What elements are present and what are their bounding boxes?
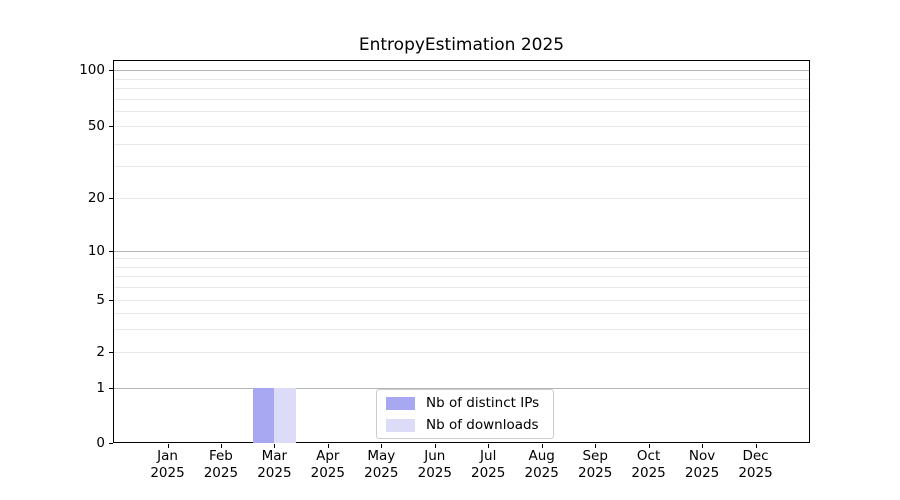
- major-gridline-10: [114, 251, 809, 252]
- x-tick-label-mar-2025: Mar 2025: [257, 448, 292, 481]
- bar-nb-of-distinct-ips-mar-2025: [253, 388, 275, 443]
- chart-title: EntropyEstimation 2025: [358, 35, 565, 55]
- minor-gridline-3: [114, 329, 809, 330]
- x-tick-may: [381, 444, 383, 448]
- y-tick-1: [109, 388, 113, 389]
- minor-gridline-5: [114, 300, 809, 301]
- x-tick-dec: [755, 444, 757, 448]
- minor-gridline-70: [114, 98, 809, 100]
- y-tick-20: [109, 198, 113, 199]
- y-tick-label-50: 50: [87, 118, 105, 134]
- minor-gridline-80: [114, 88, 809, 89]
- x-tick-oct: [648, 444, 650, 448]
- y-tick-2: [109, 352, 113, 353]
- minor-gridline-60: [114, 111, 809, 113]
- x-tick-label-aug-2025: Aug 2025: [524, 448, 559, 481]
- legend: Nb of distinct IPs Nb of downloads: [376, 389, 554, 439]
- x-tick-label-jun-2025: Jun 2025: [417, 448, 452, 481]
- legend-swatch-downloads: [386, 418, 415, 432]
- minor-gridline-7: [114, 276, 809, 278]
- x-tick-label-feb-2025: Feb 2025: [203, 448, 239, 481]
- x-tick-jan: [167, 444, 169, 448]
- minor-gridline-9: [114, 258, 809, 260]
- plot-area: [113, 60, 810, 443]
- x-tick-aug: [541, 444, 543, 448]
- x-tick-sep: [595, 444, 597, 448]
- legend-entry-downloads: Nb of downloads: [386, 417, 543, 433]
- y-tick-label-20: 20: [87, 190, 105, 206]
- x-tick-jun: [434, 444, 436, 448]
- x-tick-feb: [220, 444, 222, 448]
- legend-entry-distinct-ips: Nb of distinct IPs: [386, 395, 543, 411]
- minor-gridline-90: [114, 78, 809, 80]
- x-tick-label-dec-2025: Dec 2025: [738, 448, 773, 481]
- x-tick-label-apr-2025: Apr 2025: [310, 448, 345, 481]
- x-tick-apr: [327, 444, 329, 448]
- x-tick-nov: [702, 444, 704, 448]
- x-tick-label-nov-2025: Nov 2025: [684, 448, 720, 481]
- minor-gridline-8: [114, 266, 809, 268]
- x-tick-label-may-2025: May 2025: [364, 448, 399, 481]
- x-tick-label-sep-2025: Sep 2025: [578, 448, 613, 481]
- minor-gridline-40: [114, 143, 809, 145]
- y-tick-label-5: 5: [96, 292, 105, 308]
- legend-label-downloads: Nb of downloads: [426, 417, 539, 433]
- x-tick-label-jan-2025: Jan 2025: [150, 448, 185, 481]
- y-tick-5: [109, 300, 113, 301]
- legend-swatch-distinct-ips: [386, 396, 415, 410]
- minor-gridline-30: [114, 166, 809, 168]
- minor-gridline-50: [114, 126, 809, 127]
- x-tick-label-jul-2025: Jul 2025: [471, 448, 506, 481]
- minor-gridline-6: [114, 287, 809, 289]
- major-gridline-100: [114, 70, 809, 71]
- legend-label-distinct-ips: Nb of distinct IPs: [426, 395, 540, 411]
- minor-gridline-2: [114, 352, 809, 353]
- y-tick-label-10: 10: [87, 243, 105, 259]
- x-tick-jul: [488, 444, 490, 448]
- y-tick-10: [109, 251, 113, 252]
- bar-nb-of-downloads-mar-2025: [274, 388, 296, 443]
- y-tick-label-2: 2: [96, 344, 105, 360]
- minor-gridline-4: [114, 312, 809, 314]
- y-tick-label-0: 0: [96, 435, 105, 451]
- x-tick-label-oct-2025: Oct 2025: [631, 448, 666, 481]
- y-tick-label-100: 100: [79, 62, 105, 78]
- y-tick-100: [109, 70, 113, 71]
- y-tick-label-1: 1: [96, 380, 105, 396]
- minor-gridline-20: [114, 198, 809, 199]
- x-tick-mar: [274, 444, 276, 448]
- y-tick-0: [109, 443, 113, 444]
- y-tick-50: [109, 126, 113, 127]
- major-gridline-1: [114, 388, 809, 389]
